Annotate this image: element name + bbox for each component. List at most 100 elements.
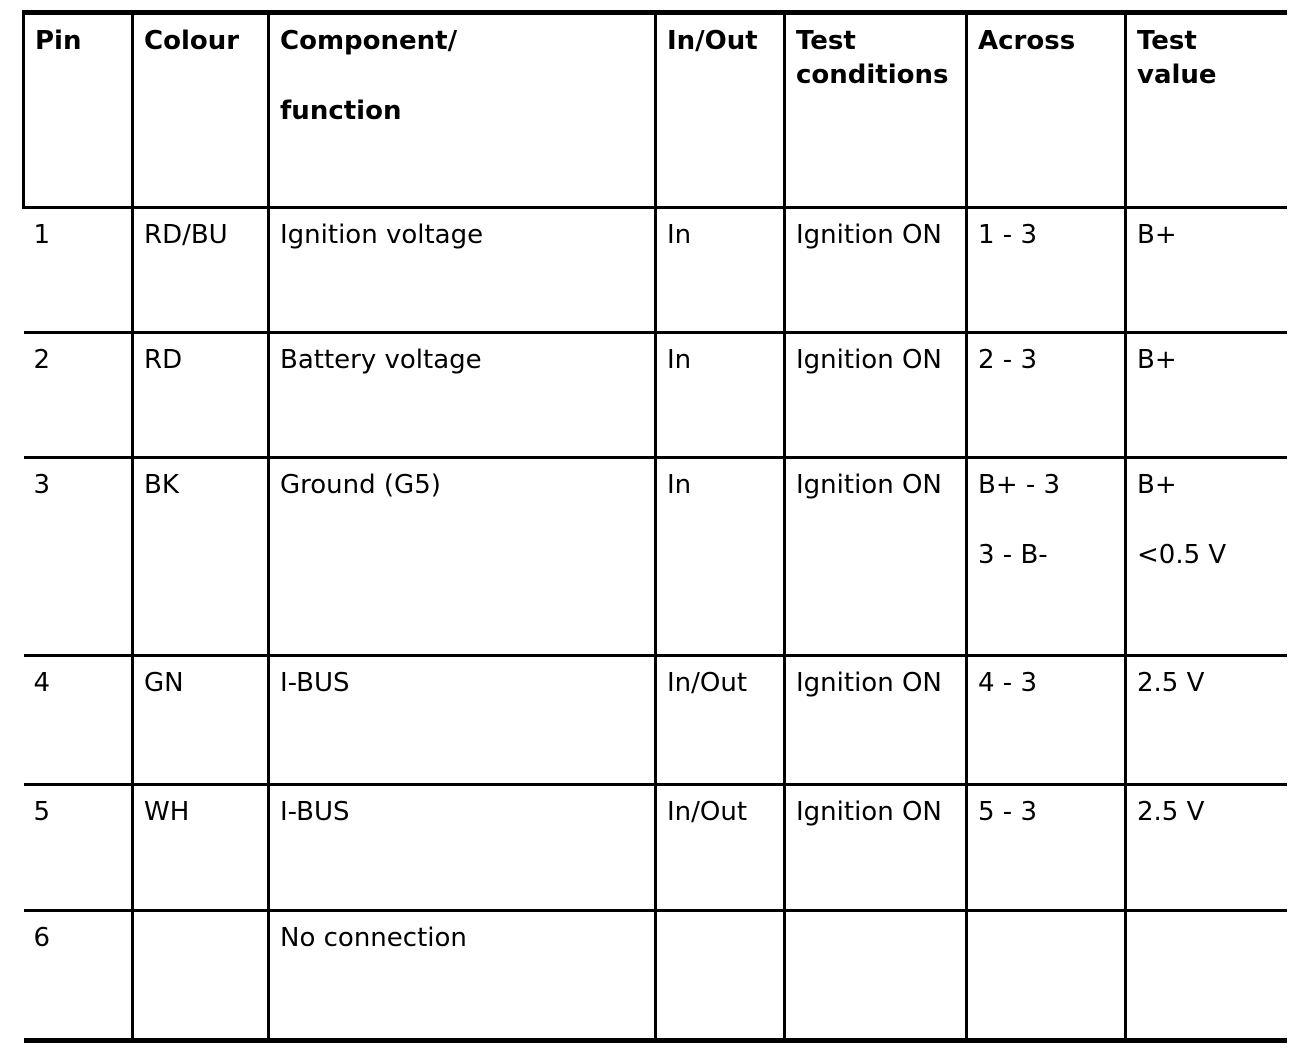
column-header-test-conditions: Test conditions [784, 10, 968, 209]
cell-text: Ignition ON [796, 470, 942, 500]
cell-text: In [667, 220, 692, 250]
cell-text: I-BUS [280, 797, 350, 827]
header-text: Pin [35, 26, 82, 56]
cell-test-value: B+ <0.5 V [1125, 457, 1287, 657]
cell-text: 5 [33, 797, 51, 827]
cell-across [966, 910, 1127, 1043]
cell-text: 3 - B- [978, 540, 1048, 570]
cell-in-out: In [655, 457, 786, 657]
cell-text: B+ [1137, 220, 1177, 250]
header-text: conditions [796, 60, 949, 90]
cell-colour: RD/BU [132, 207, 270, 334]
cell-test-value: B+ [1125, 207, 1287, 334]
cell-text: In/Out [667, 797, 748, 827]
cell-component: Ignition voltage [268, 207, 657, 334]
cell-pin: 6 [23, 910, 134, 1043]
cell-text: RD [144, 345, 183, 375]
cell-in-out: In/Out [655, 655, 786, 786]
cell-colour [132, 910, 270, 1043]
column-header-test-value: Test value [1125, 10, 1287, 209]
cell-test-conditions: Ignition ON [784, 784, 968, 912]
cell-text: 5 - 3 [978, 797, 1037, 827]
column-header-component-function: Component/ function [268, 10, 657, 209]
cell-text: In [667, 345, 692, 375]
cell-colour: WH [132, 784, 270, 912]
cell-text: In/Out [667, 668, 748, 698]
table-row-pin-5: 5 WH I-BUS In/Out Ignition ON 5 - 3 2.5 … [23, 784, 1287, 912]
cell-text: Ignition ON [796, 797, 942, 827]
cell-text: In [667, 470, 692, 500]
cell-test-conditions: Ignition ON [784, 457, 968, 657]
table-row-pin-3: 3 BK Ground (G5) In Ignition ON B+ - 3 3… [23, 457, 1287, 657]
cell-text: B+ [1137, 345, 1177, 375]
cell-test-conditions [784, 910, 968, 1043]
cell-test-value: B+ [1125, 332, 1287, 459]
cell-text: 2 [33, 345, 51, 375]
table-row-pin-1: 1 RD/BU Ignition voltage In Ignition ON … [23, 207, 1287, 334]
cell-text: 2.5 V [1137, 797, 1205, 827]
cell-text: 4 [33, 668, 51, 698]
cell-text: RD/BU [144, 220, 228, 250]
cell-test-value: 2.5 V [1125, 655, 1287, 786]
cell-text: Ground (G5) [280, 470, 441, 500]
header-text: function [280, 96, 402, 126]
cell-across: 4 - 3 [966, 655, 1127, 786]
cell-across: 2 - 3 [966, 332, 1127, 459]
header-row: Pin Colour Component/ function In/Out Te… [22, 10, 1287, 209]
cell-text: 2 - 3 [978, 345, 1037, 375]
header-text: Component/ [280, 26, 458, 56]
cell-across: B+ - 3 3 - B- [966, 457, 1127, 657]
cell-component: Battery voltage [268, 332, 657, 459]
pin-assignment-table: Pin Colour Component/ function In/Out Te… [22, 10, 1287, 1043]
cell-text: Ignition ON [796, 668, 942, 698]
cell-text: <0.5 V [1137, 540, 1227, 570]
cell-text: 1 - 3 [978, 220, 1037, 250]
cell-test-conditions: Ignition ON [784, 655, 968, 786]
cell-text: 3 [33, 470, 51, 500]
header-text: Across [978, 26, 1076, 56]
cell-text: Ignition ON [796, 220, 942, 250]
cell-text: B+ - 3 [978, 470, 1061, 500]
cell-in-out: In/Out [655, 784, 786, 912]
cell-text: 6 [33, 923, 51, 953]
cell-text: 2.5 V [1137, 668, 1205, 698]
cell-in-out: In [655, 332, 786, 459]
header-text: In/Out [667, 26, 758, 56]
cell-pin: 5 [23, 784, 134, 912]
cell-text: 1 [33, 220, 51, 250]
cell-pin: 2 [23, 332, 134, 459]
cell-pin: 3 [23, 457, 134, 657]
cell-text: WH [144, 797, 190, 827]
column-header-across: Across [966, 10, 1127, 209]
table-row-pin-2: 2 RD Battery voltage In Ignition ON 2 - … [23, 332, 1287, 459]
cell-across: 5 - 3 [966, 784, 1127, 912]
cell-test-conditions: Ignition ON [784, 207, 968, 334]
column-header-pin: Pin [22, 10, 134, 209]
cell-in-out [655, 910, 786, 1043]
table-row-pin-6: 6 No connection [23, 910, 1287, 1043]
cell-test-value: 2.5 V [1125, 784, 1287, 912]
header-text: value [1137, 60, 1217, 90]
cell-text: Ignition ON [796, 345, 942, 375]
header-text: Colour [144, 26, 240, 56]
cell-text: Battery voltage [280, 345, 482, 375]
cell-text: Ignition voltage [280, 220, 484, 250]
cell-pin: 4 [23, 655, 134, 786]
cell-text: No connection [280, 923, 467, 953]
column-header-in-out: In/Out [655, 10, 786, 209]
cell-colour: BK [132, 457, 270, 657]
cell-text: I-BUS [280, 668, 350, 698]
cell-colour: RD [132, 332, 270, 459]
cell-in-out: In [655, 207, 786, 334]
cell-text: B+ [1137, 470, 1177, 500]
cell-test-value [1125, 910, 1287, 1043]
cell-across: 1 - 3 [966, 207, 1127, 334]
cell-text: 4 - 3 [978, 668, 1037, 698]
cell-component: Ground (G5) [268, 457, 657, 657]
cell-text: BK [144, 470, 179, 500]
cell-component: I-BUS [268, 655, 657, 786]
column-header-colour: Colour [132, 10, 270, 209]
header-text: Test [1137, 26, 1197, 56]
cell-colour: GN [132, 655, 270, 786]
